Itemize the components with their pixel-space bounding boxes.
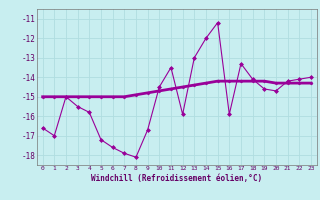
X-axis label: Windchill (Refroidissement éolien,°C): Windchill (Refroidissement éolien,°C) [91, 174, 262, 183]
